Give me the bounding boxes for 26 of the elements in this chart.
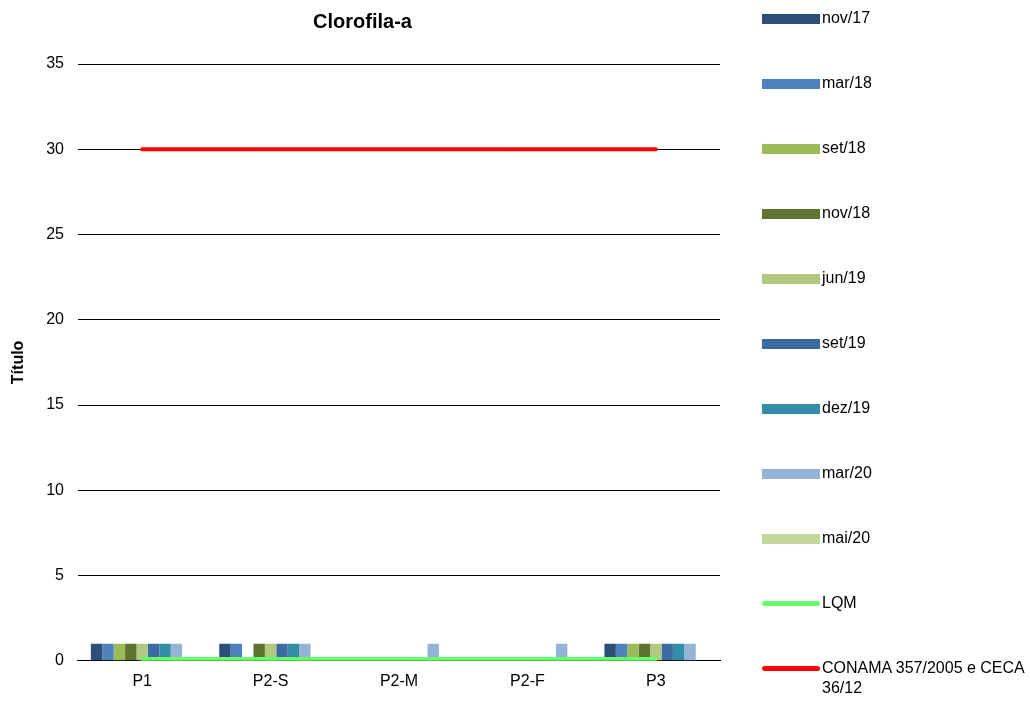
legend-label: nov/18 xyxy=(822,203,871,223)
legend-label: mar/18 xyxy=(822,73,872,93)
legend-label: nov/17 xyxy=(822,8,871,28)
legend-label: set/18 xyxy=(822,138,866,158)
x-tick-label: P2-S xyxy=(252,671,289,689)
y-tick-label: 30 xyxy=(46,139,65,157)
legend-label: set/19 xyxy=(822,333,866,353)
y-tick-label: 25 xyxy=(46,224,65,242)
y-tick-label: 10 xyxy=(46,480,65,498)
legend-label: dez/19 xyxy=(822,398,871,418)
legend-label: jun/19 xyxy=(822,268,866,288)
y-axis-title: Título xyxy=(9,340,27,385)
y-tick-label: 0 xyxy=(55,651,65,669)
y-tick-label: 35 xyxy=(46,54,65,72)
legend-label: mar/20 xyxy=(822,463,872,483)
legend-label: LQM xyxy=(822,593,857,613)
x-tick-label: P2-M xyxy=(379,671,419,689)
y-tick-label: 15 xyxy=(46,395,65,413)
x-tick-label: P2-F xyxy=(510,671,545,689)
legend-label: CONAMA 357/2005 e CECA 36/12 xyxy=(822,658,1026,698)
y-tick-label: 20 xyxy=(46,310,65,328)
y-tick-label: 5 xyxy=(55,565,65,583)
x-tick-label: P3 xyxy=(646,671,666,689)
chart-title: Clorofila-a xyxy=(313,9,413,32)
x-tick-label: P1 xyxy=(132,671,153,689)
legend-label: mai/20 xyxy=(822,528,871,548)
